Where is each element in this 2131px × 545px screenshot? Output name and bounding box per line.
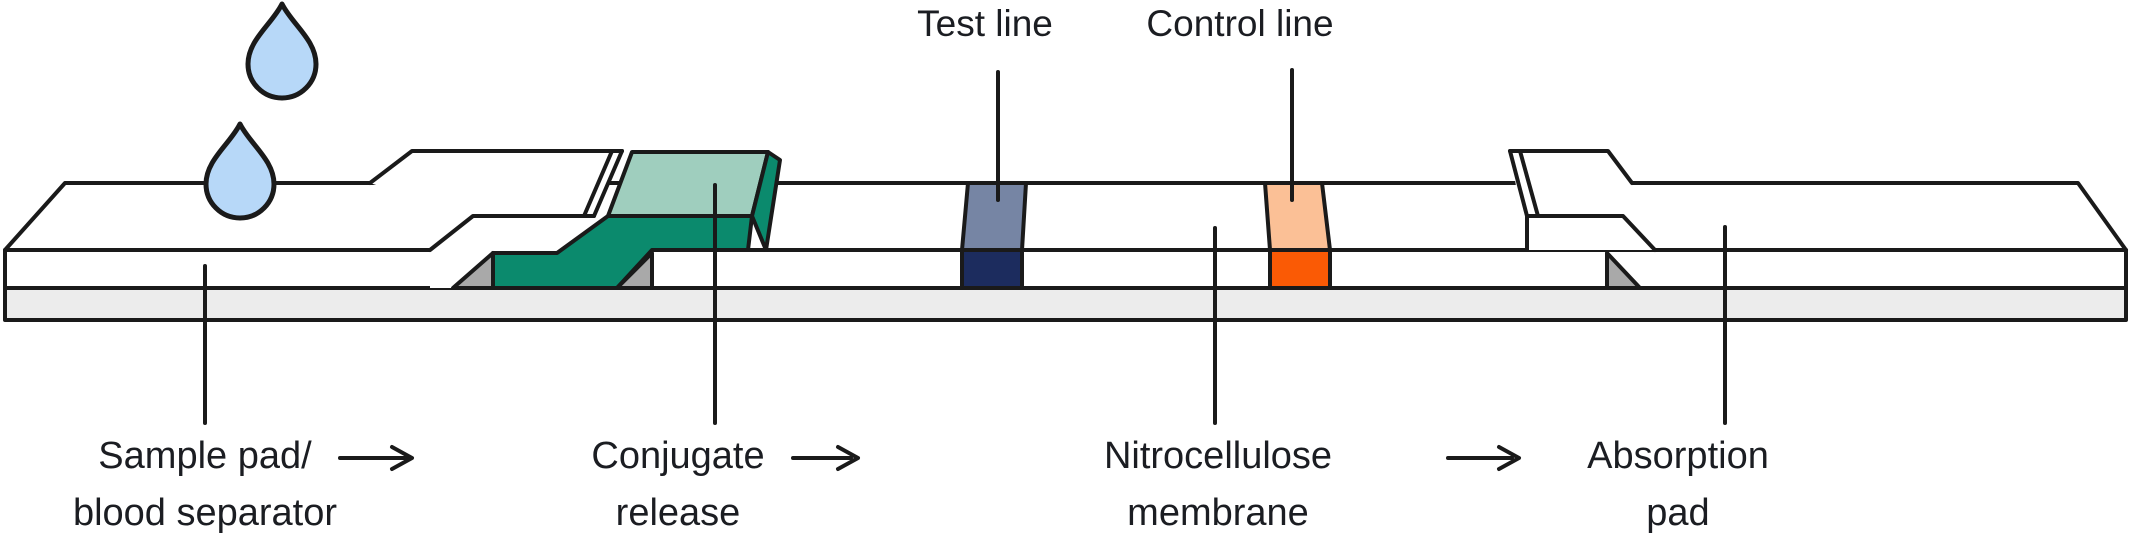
label-absorption-line1: Absorption: [1587, 435, 1769, 477]
label-conjugate-line2: release: [615, 492, 741, 534]
backing-card: [3, 286, 2128, 322]
absorption-flap-back-edge: [1508, 149, 1634, 185]
label-test-line: Test line: [917, 3, 1053, 44]
label-control-line: Control line: [1146, 3, 1334, 44]
flow-arrow-icon: [338, 445, 414, 471]
notch-shadow-absorption: [1605, 251, 1642, 290]
label-sample-pad-line2: blood separator: [72, 492, 338, 534]
test-line-band-front: [960, 248, 1024, 290]
sample-flap-front-edge: [428, 214, 596, 252]
sample-flap-end-face: [582, 149, 624, 218]
control-line-band-top: [1263, 181, 1332, 252]
conjugate-release-stripe: [491, 214, 754, 290]
conjugate-pad-end-face: [750, 150, 782, 252]
flow-arrow-icon: [791, 445, 860, 471]
notch-shadow-right: [615, 251, 654, 290]
label-conjugate-release: Conjugate release: [591, 428, 764, 542]
droplet-icon: [245, 1, 319, 101]
absorption-flap-end-face: [1508, 149, 1540, 218]
strip-top-face: [3, 181, 2128, 252]
label-nitrocellulose-line1: Nitrocellulose: [1103, 435, 1333, 477]
label-nitrocellulose-membrane: Nitrocellulose membrane: [1104, 428, 1332, 542]
flow-arrow-icon: [1446, 445, 1521, 471]
label-absorption-pad: Absorption pad: [1587, 428, 1769, 542]
control-line-band-front: [1268, 248, 1332, 290]
absorption-pad-flap: [1510, 151, 1655, 250]
absorption-flap-front-edge: [1536, 214, 1657, 252]
conjugate-pad-top: [606, 150, 770, 218]
strip-front-face: [3, 248, 2128, 290]
droplet-icon: [203, 121, 277, 221]
sample-flap-back-edge: [368, 149, 624, 185]
label-nitrocellulose-line2: membrane: [1127, 492, 1309, 534]
label-absorption-line2: pad: [1646, 492, 1710, 534]
label-conjugate-line1: Conjugate: [591, 435, 765, 477]
label-sample-pad: Sample pad/ blood separator: [73, 428, 337, 542]
notch-shadow-left: [451, 251, 495, 290]
label-sample-pad-line1: Sample pad/: [98, 435, 312, 477]
test-line-band-top: [960, 181, 1028, 252]
